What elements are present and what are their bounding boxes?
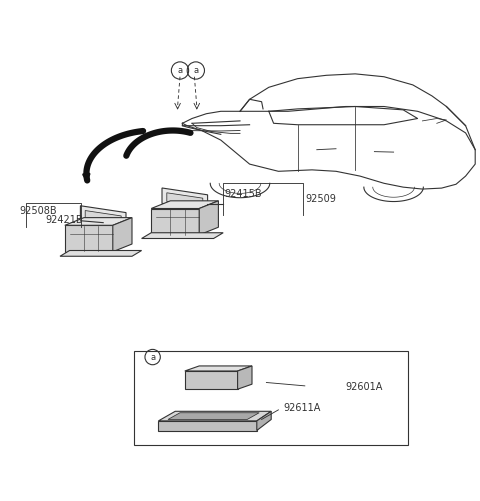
- Text: 92415B: 92415B: [225, 189, 262, 199]
- Text: a: a: [178, 66, 182, 75]
- Polygon shape: [113, 217, 132, 252]
- Text: a: a: [193, 66, 198, 75]
- Polygon shape: [60, 250, 142, 256]
- Polygon shape: [158, 411, 271, 421]
- Polygon shape: [65, 217, 132, 225]
- Polygon shape: [185, 371, 238, 389]
- Polygon shape: [238, 366, 252, 389]
- Polygon shape: [65, 225, 113, 252]
- Text: 92509: 92509: [305, 194, 336, 204]
- Bar: [134, 351, 408, 445]
- Polygon shape: [151, 208, 199, 235]
- Text: 92508B: 92508B: [19, 206, 57, 216]
- Polygon shape: [257, 411, 271, 430]
- Polygon shape: [151, 201, 218, 208]
- Text: 92421B: 92421B: [45, 215, 83, 225]
- Polygon shape: [80, 206, 126, 228]
- Polygon shape: [185, 366, 252, 371]
- Text: 92611A: 92611A: [283, 403, 321, 413]
- Polygon shape: [168, 413, 259, 419]
- Polygon shape: [158, 421, 257, 430]
- Polygon shape: [85, 210, 121, 224]
- Polygon shape: [167, 193, 203, 207]
- Polygon shape: [199, 201, 218, 235]
- Polygon shape: [142, 233, 223, 238]
- Polygon shape: [162, 188, 207, 210]
- Text: 92601A: 92601A: [346, 382, 383, 392]
- Text: a: a: [150, 353, 155, 362]
